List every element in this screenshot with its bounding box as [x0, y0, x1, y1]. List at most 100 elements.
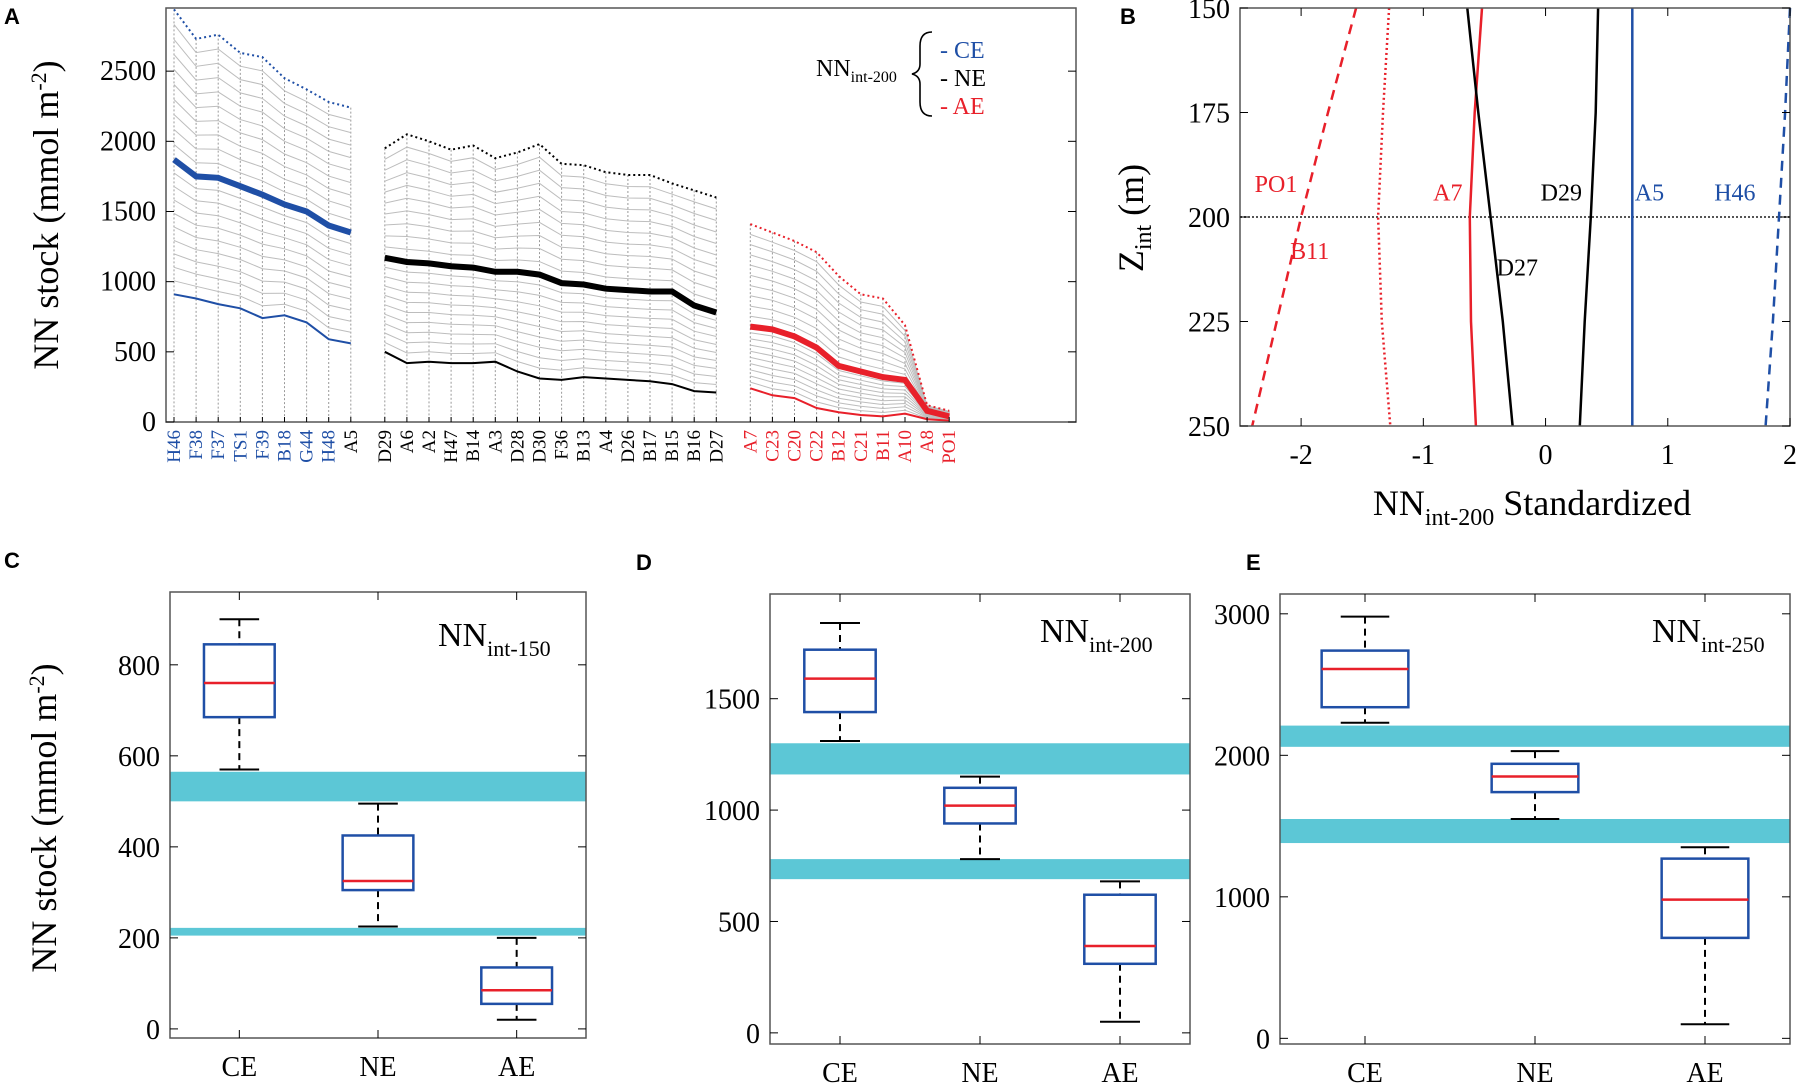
- depth-contour-line: [173, 226, 351, 289]
- panel-b-chart: -2 -1 0 1 2 150 175 200 225 250 PO1 B11 A7 D29 D27 A5 H…: [1111, 0, 1797, 531]
- panel-a-gridlines: [173, 9, 950, 422]
- depth-contour-line: [750, 344, 950, 419]
- panel-d-chart: CE NE AE 0 500 1000 1500 NNint-200: [704, 593, 1191, 1088]
- depth-contour-line: [750, 305, 950, 416]
- depth-contour-line: [384, 184, 717, 244]
- station-label: H46: [164, 430, 185, 463]
- y-tick-label: 1500: [704, 685, 760, 716]
- panel-b-axes: -2 -1 0 1 2 150 175 200 225 250: [1188, 0, 1797, 471]
- panel-c-chart: CE NE AE 0 200 400 600 800 NNint-150 NN stock (…: [24, 591, 587, 1083]
- box-ne: [1490, 762, 1580, 794]
- panel-e-chart: CE NE AE 0 1000 2000 3000 NNint-250: [1214, 593, 1791, 1088]
- depth-contour-line: [173, 129, 351, 209]
- nn-int-250-line: [749, 223, 950, 412]
- x-tick-label: AE: [1101, 1058, 1138, 1088]
- y-tick-label: 150: [1188, 0, 1230, 25]
- x-tick-label: CE: [1347, 1058, 1383, 1088]
- y-tick-label: 500: [114, 337, 156, 368]
- depth-contour-line: [384, 266, 717, 321]
- threshold-band: [770, 859, 1190, 880]
- depth-contour-line: [384, 210, 717, 267]
- station-label: A8: [917, 430, 938, 453]
- line-label-d29: D29: [1541, 180, 1582, 206]
- depth-contour-line: [384, 246, 717, 302]
- station-label: A3: [485, 430, 506, 453]
- depth-contour-line: [173, 54, 351, 146]
- depth-contour-line: [750, 244, 950, 413]
- depth-contour-line: [384, 159, 717, 221]
- x-tick-label: NE: [961, 1058, 998, 1088]
- station-label: F37: [208, 430, 229, 460]
- threshold-band: [1280, 725, 1790, 747]
- depth-contour-line: [750, 375, 950, 421]
- y-tick-label: 1000: [704, 796, 760, 827]
- y-tick-label: 3000: [1214, 600, 1270, 631]
- depth-contour-line: [384, 294, 717, 345]
- depth-contour-line: [173, 39, 351, 134]
- legend-title: NNint-200: [816, 56, 897, 86]
- panel-c-y-label: NN stock (mmol m-2): [24, 663, 65, 972]
- legend-brace: [911, 31, 933, 117]
- station-label: C22: [807, 430, 828, 462]
- panel-d-axes: CE NE AE 0 500 1000 1500: [704, 594, 1190, 1088]
- station-label: A4: [596, 430, 617, 454]
- y-tick-label: 175: [1188, 99, 1230, 130]
- depth-contour-line: [384, 146, 717, 210]
- x-tick-label: 1: [1661, 440, 1675, 471]
- panel-e-boxes: [1280, 615, 1790, 1026]
- y-tick-label: 225: [1188, 308, 1230, 339]
- nn-int-250-line: [384, 133, 717, 199]
- legend-entry-ae: - AE: [940, 94, 985, 120]
- depth-contour-line: [384, 323, 717, 369]
- line-label-d27: D27: [1497, 256, 1538, 282]
- depth-contour-line: [384, 172, 717, 233]
- station-label: A5: [341, 430, 362, 453]
- depth-contour-line: [384, 313, 717, 361]
- y-tick-label: 2000: [1214, 741, 1270, 772]
- depth-contour-line: [384, 304, 717, 353]
- panel-b-x-label: NNint-200 Standardized: [1373, 483, 1691, 531]
- y-tick-label: 200: [1188, 203, 1230, 234]
- box-ce: [803, 648, 877, 714]
- panel-letter-b: B: [1120, 4, 1136, 29]
- panel-b-frame: [1239, 7, 1791, 427]
- depth-contour-line: [173, 239, 351, 300]
- station-label: F36: [552, 430, 573, 460]
- depth-contour-line: [750, 274, 950, 415]
- station-label: F39: [252, 430, 273, 460]
- depth-contour-line: [384, 285, 717, 337]
- y-tick-label: 1500: [100, 196, 156, 227]
- station-label: C20: [785, 430, 806, 462]
- depth-contour-line: [173, 172, 351, 245]
- threshold-band: [170, 927, 586, 936]
- nn-int-150-line: [384, 350, 717, 394]
- legend-entry-ce: - CE: [940, 38, 985, 64]
- station-label: C23: [762, 430, 783, 462]
- depth-contour-line: [750, 295, 950, 416]
- station-label: A7: [740, 430, 761, 453]
- depth-contour-line: [384, 276, 717, 329]
- panel-e-axes: CE NE AE 0 1000 2000 3000: [1214, 594, 1790, 1088]
- nn-int-200-line: [749, 323, 950, 420]
- box-ae: [1083, 893, 1157, 966]
- y-tick-label: 0: [142, 407, 156, 438]
- station-label: D28: [507, 430, 528, 463]
- x-tick-label: -2: [1289, 440, 1312, 471]
- y-tick-label: 0: [146, 1015, 160, 1046]
- station-label: B16: [684, 430, 705, 462]
- profile-line-d27: [1466, 7, 1514, 427]
- panel-a-y-label: NN stock (mmol m-2): [26, 60, 67, 369]
- y-tick-label: 1000: [1214, 883, 1270, 914]
- station-label: A2: [419, 430, 440, 453]
- y-tick-label: 600: [118, 742, 160, 773]
- station-label: D26: [618, 430, 639, 463]
- depth-contour-line: [384, 197, 717, 256]
- panel-c-boxes: [170, 618, 586, 1021]
- depth-contour-line: [750, 381, 950, 421]
- profile-line-d29: [1578, 7, 1600, 427]
- panel-b-line-labels: PO1 B11 A7 D29 D27 A5 H46: [1255, 172, 1756, 282]
- depth-contour-line: [750, 285, 950, 415]
- x-tick-label: NE: [1516, 1058, 1553, 1088]
- panel-letter-c: C: [4, 548, 20, 573]
- nn-int-250-line: [173, 8, 352, 109]
